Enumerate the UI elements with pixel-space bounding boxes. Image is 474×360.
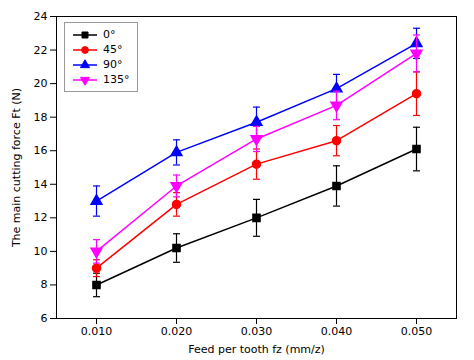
svg-text:22: 22 bbox=[34, 44, 48, 57]
svg-text:10: 10 bbox=[34, 245, 48, 258]
svg-text:Feed per tooth fz (mm/z): Feed per tooth fz (mm/z) bbox=[188, 343, 325, 356]
svg-text:0.050: 0.050 bbox=[401, 325, 433, 338]
svg-text:14: 14 bbox=[34, 178, 48, 191]
html-text:45°: 45° bbox=[103, 43, 123, 56]
svg-text:20: 20 bbox=[34, 77, 48, 90]
html-text:135°: 135° bbox=[103, 73, 130, 86]
svg-text:The main cutting force Ft (N): The main cutting force Ft (N) bbox=[10, 88, 23, 248]
svg-text:0.030: 0.030 bbox=[241, 325, 273, 338]
html-text:90°: 90° bbox=[103, 58, 123, 71]
svg-text:24: 24 bbox=[34, 10, 48, 23]
html-text:0°: 0° bbox=[103, 28, 116, 41]
svg-text:16: 16 bbox=[34, 144, 48, 157]
svg-text:8: 8 bbox=[41, 278, 48, 291]
svg-text:12: 12 bbox=[34, 211, 48, 224]
svg-text:6: 6 bbox=[41, 312, 48, 325]
svg-text:0.040: 0.040 bbox=[321, 325, 353, 338]
svg-text:18: 18 bbox=[34, 111, 48, 124]
svg-text:0.010: 0.010 bbox=[81, 325, 113, 338]
svg-text:0.020: 0.020 bbox=[161, 325, 193, 338]
